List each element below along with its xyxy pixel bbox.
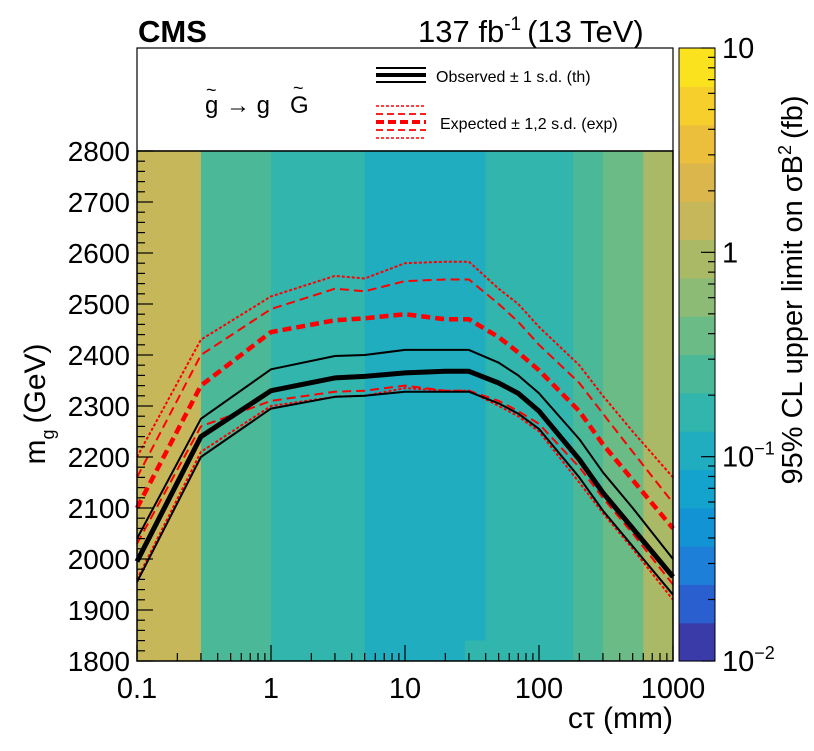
y-tick-label: 2800 (68, 136, 130, 167)
limit-curves (134, 260, 675, 601)
x-tick-label: 100 (515, 673, 563, 705)
colorbar-step (679, 584, 715, 624)
y-tick-label: 2700 (68, 187, 130, 218)
y-tick-label: 2100 (68, 493, 130, 524)
process-label: g ~ → g G ~ (205, 78, 309, 119)
observed-band-line (136, 348, 674, 560)
process-gravitino: G (290, 92, 309, 119)
heatmap-cell (200, 151, 272, 661)
legend-observed: Observed ± 1 s.d. (th) (376, 67, 591, 86)
experiment-label: CMS (138, 14, 207, 49)
heatmap-cell (464, 640, 486, 661)
observed-limit-line (134, 368, 675, 579)
heatmap-cell (539, 151, 574, 661)
heatmap-cell (643, 151, 674, 661)
colorbar-step (679, 316, 715, 356)
x-axis: 0.1 1 10 100 1000 (117, 645, 705, 705)
y-tick-label: 2000 (68, 544, 130, 575)
process-gluino: g (205, 92, 218, 119)
y-tick-label: 1800 (68, 646, 130, 677)
heatmap-cell (602, 151, 644, 661)
colorbar-title: 95% CL upper limit on σB2(fb) (775, 95, 809, 484)
colorbar-step (679, 86, 715, 126)
heatmap-cell (573, 151, 604, 661)
legend-expected: Expected ± 1,2 s.d. (exp) (376, 105, 618, 139)
colorbar-frame (678, 47, 716, 662)
x-tick-label: 1 (263, 673, 279, 705)
y-tick-label: 2400 (68, 340, 130, 371)
x-axis-title: cτ (mm) (568, 702, 673, 735)
colorbar-tick-label: 1 (722, 237, 738, 269)
y-axis: 1800 1900 2000 2100 2200 2300 2400 2500 2600 2700… (68, 136, 153, 677)
tilde-mark: ~ (206, 80, 217, 100)
colorbar-ticks: 10 1 10−1 10−2 (701, 33, 775, 678)
colorbar-tick-label: 10 (722, 33, 754, 65)
legend-box (136, 47, 674, 152)
tilde-mark: ~ (293, 78, 304, 98)
colorbar-step (679, 124, 715, 164)
expected-limit-line (135, 311, 675, 530)
legend-observed-label: Observed ± 1 s.d. (th) (436, 69, 591, 86)
observed-band-line (136, 390, 674, 596)
x-tick-label: 10 (389, 673, 421, 705)
y-axis-title: mg(GeV) (19, 343, 58, 464)
legend-expected-label: Expected ± 1,2 s.d. (exp) (440, 116, 618, 133)
colorbar-step (679, 392, 715, 432)
colorbar-step (679, 507, 715, 547)
y-tick-label: 2300 (68, 391, 130, 422)
colorbar-tick-label: 10−1 (722, 439, 775, 474)
x-tick-label: 0.1 (117, 673, 157, 705)
y-tick-label: 2600 (68, 238, 130, 269)
colorbar-step (679, 431, 715, 471)
luminosity-label: 137 fb-1 (13 TeV) (418, 14, 644, 49)
y-tick-label: 2500 (68, 289, 130, 320)
y-tick-label: 2200 (68, 442, 130, 473)
colorbar-step (679, 622, 715, 662)
colorbar-step (679, 162, 715, 202)
colorbar-tick-label: 10−2 (722, 643, 775, 678)
heatmap-cell (364, 151, 487, 661)
colorbar-step (679, 201, 715, 241)
x-tick-label: 1000 (641, 673, 706, 705)
expected-1sd-band-line (136, 278, 674, 504)
expected-2sd-band-line (136, 260, 674, 479)
colorbar-step (679, 546, 715, 585)
process-arrow: → g (226, 92, 270, 119)
colorbar-step (679, 354, 715, 394)
y-tick-label: 1900 (68, 595, 130, 626)
colorbar (679, 48, 715, 662)
